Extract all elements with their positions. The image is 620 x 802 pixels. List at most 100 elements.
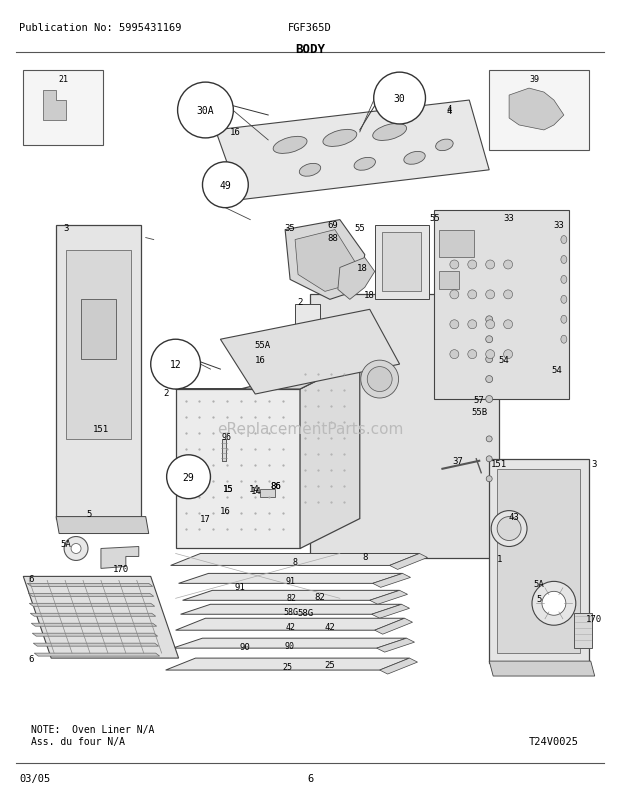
Circle shape xyxy=(532,581,576,626)
Text: 6: 6 xyxy=(307,773,313,783)
Ellipse shape xyxy=(485,261,495,269)
Text: 1: 1 xyxy=(497,554,502,563)
Ellipse shape xyxy=(354,158,376,171)
Bar xyxy=(440,272,459,290)
Polygon shape xyxy=(32,634,157,637)
Polygon shape xyxy=(300,359,360,549)
Ellipse shape xyxy=(467,261,477,269)
Bar xyxy=(574,614,591,648)
Polygon shape xyxy=(188,106,226,126)
Text: 25: 25 xyxy=(324,660,335,669)
Polygon shape xyxy=(295,230,355,292)
Ellipse shape xyxy=(367,367,392,392)
Text: 82: 82 xyxy=(314,592,326,601)
Text: 151: 151 xyxy=(491,460,507,468)
Bar xyxy=(440,230,474,258)
Polygon shape xyxy=(285,221,365,300)
Ellipse shape xyxy=(467,290,477,299)
Text: 96: 96 xyxy=(221,433,231,442)
Bar xyxy=(335,340,374,370)
Polygon shape xyxy=(56,517,149,534)
Ellipse shape xyxy=(503,261,513,269)
Text: 5A: 5A xyxy=(534,579,544,588)
Ellipse shape xyxy=(486,476,492,482)
Polygon shape xyxy=(213,180,238,197)
Ellipse shape xyxy=(486,456,492,462)
Ellipse shape xyxy=(503,290,513,299)
Text: 170: 170 xyxy=(113,565,129,573)
Ellipse shape xyxy=(299,164,321,177)
Ellipse shape xyxy=(503,320,513,330)
Text: 88: 88 xyxy=(327,233,339,243)
Text: NOTE:  Oven Liner N/A: NOTE: Oven Liner N/A xyxy=(31,724,154,734)
Polygon shape xyxy=(56,225,141,519)
Text: 25: 25 xyxy=(282,662,292,670)
Text: 55: 55 xyxy=(355,224,365,233)
Polygon shape xyxy=(182,590,400,601)
Bar xyxy=(24,71,103,146)
Polygon shape xyxy=(435,210,569,399)
Polygon shape xyxy=(29,593,154,597)
Text: FGF365D: FGF365D xyxy=(288,23,332,33)
Text: 90: 90 xyxy=(284,641,294,650)
Polygon shape xyxy=(175,359,360,390)
Ellipse shape xyxy=(561,237,567,245)
Polygon shape xyxy=(66,250,131,439)
Polygon shape xyxy=(373,573,410,588)
Ellipse shape xyxy=(373,124,407,141)
Ellipse shape xyxy=(450,350,459,359)
Text: eReplacementParts.com: eReplacementParts.com xyxy=(217,422,403,437)
Polygon shape xyxy=(379,658,417,674)
Polygon shape xyxy=(509,89,564,131)
Polygon shape xyxy=(30,614,156,617)
Ellipse shape xyxy=(561,256,567,264)
Text: Publication No: 5995431169: Publication No: 5995431169 xyxy=(19,23,182,33)
Bar xyxy=(315,489,340,514)
Text: 30: 30 xyxy=(394,94,405,104)
Text: 18: 18 xyxy=(356,264,367,273)
Text: 55B: 55B xyxy=(471,408,487,417)
Circle shape xyxy=(491,511,527,547)
Text: 57: 57 xyxy=(474,395,485,404)
Ellipse shape xyxy=(450,320,459,330)
Ellipse shape xyxy=(503,350,513,359)
Text: 90: 90 xyxy=(240,642,250,651)
Text: 8: 8 xyxy=(362,553,368,561)
Circle shape xyxy=(64,537,88,561)
Text: 3: 3 xyxy=(591,460,596,468)
Ellipse shape xyxy=(323,130,356,148)
Ellipse shape xyxy=(485,320,495,330)
Polygon shape xyxy=(179,573,402,584)
Text: 91: 91 xyxy=(235,582,246,591)
Ellipse shape xyxy=(450,261,459,269)
Text: 15: 15 xyxy=(223,484,234,493)
Polygon shape xyxy=(177,473,198,487)
Polygon shape xyxy=(175,390,300,549)
Text: 91: 91 xyxy=(285,576,295,585)
Polygon shape xyxy=(372,605,410,618)
Polygon shape xyxy=(101,547,139,569)
Ellipse shape xyxy=(467,350,477,359)
Ellipse shape xyxy=(436,140,453,152)
Polygon shape xyxy=(31,623,157,626)
Text: 54: 54 xyxy=(552,365,562,375)
Ellipse shape xyxy=(485,317,493,323)
Polygon shape xyxy=(389,553,427,569)
Text: 14: 14 xyxy=(251,487,262,496)
Text: 170: 170 xyxy=(586,614,602,623)
Ellipse shape xyxy=(485,336,493,343)
Polygon shape xyxy=(162,359,188,375)
Ellipse shape xyxy=(485,350,495,359)
Polygon shape xyxy=(374,618,412,634)
Ellipse shape xyxy=(404,152,425,165)
Bar xyxy=(315,460,340,477)
Text: 2: 2 xyxy=(163,388,169,397)
Text: 2: 2 xyxy=(298,298,303,306)
Ellipse shape xyxy=(485,290,495,299)
Text: 58G: 58G xyxy=(283,607,299,616)
Text: 21: 21 xyxy=(58,75,68,83)
Text: Ass. du four N/A: Ass. du four N/A xyxy=(31,736,125,746)
Ellipse shape xyxy=(450,290,459,299)
Polygon shape xyxy=(215,101,489,200)
Text: 18: 18 xyxy=(365,290,375,299)
